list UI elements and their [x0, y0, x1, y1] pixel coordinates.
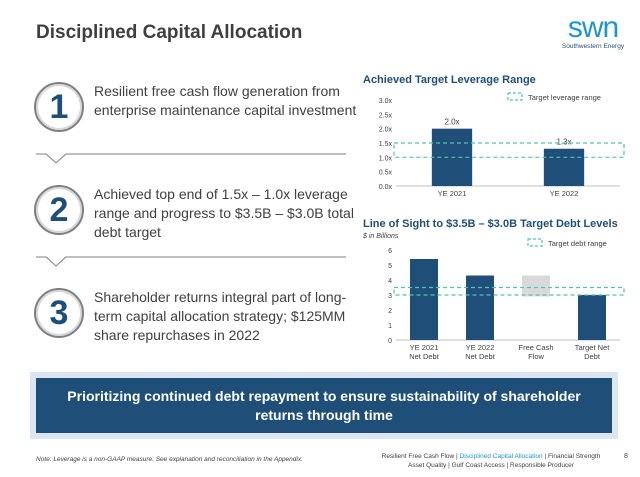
leverage-chart: 0.0x 0.5x 1.0x 1.5x 2.0x 2.5x 3.0x 2.0x YE 2021 1… [379, 92, 625, 198]
x-tick-label: Flow [528, 352, 544, 361]
y-tick-label: 1.0x [379, 155, 393, 162]
page-title: Disciplined Capital Allocation [36, 22, 303, 43]
x-tick-label: Net Debt [465, 352, 496, 361]
y-tick-label: 3 [388, 293, 392, 300]
divider-2 [36, 256, 346, 267]
y-tick-label: 2.5x [379, 112, 393, 119]
y-tick-label: 1 [388, 323, 392, 330]
bar [466, 275, 494, 340]
y-tick-label: 2.0x [379, 127, 393, 134]
footer-link-fcf[interactable]: Resilient Free Cash Flow | [381, 453, 460, 460]
debt-chart-subtitle: $ in Billions [363, 233, 399, 240]
bar [578, 295, 606, 340]
bar [522, 275, 550, 297]
point-3: 3 Shareholder returns integral part of l… [34, 288, 354, 358]
number-badge-1: 1 [34, 82, 84, 132]
logo-wordmark: swn [567, 11, 619, 44]
bar [410, 259, 438, 340]
y-tick-label: 5 [388, 263, 392, 270]
y-tick-label: 0.0x [379, 184, 393, 191]
y-tick-label: 0.5x [379, 170, 393, 177]
x-tick-label: Target Net [575, 343, 611, 352]
x-tick-label: YE 2022 [550, 189, 579, 198]
leverage-chart-title: Achieved Target Leverage Range [363, 74, 536, 86]
footer-nav: Resilient Free Cash Flow | Disciplined C… [360, 452, 622, 470]
number-badge-2: 2 [34, 185, 84, 235]
footer-line-2[interactable]: Asset Quality | Gulf Coast Access | Resp… [408, 462, 574, 469]
legend-swatch [527, 238, 543, 247]
y-tick-label: 1.5x [379, 141, 393, 148]
x-tick-label: Net Debt [409, 352, 440, 361]
footer-link-financial[interactable]: | Financial Strength [542, 453, 601, 460]
point-1: 1 Resilient free cash flow generation fr… [34, 82, 356, 152]
x-tick-label: Debt [584, 352, 601, 361]
y-tick-label: 3.0x [379, 98, 393, 105]
legend-label: Target leverage range [528, 93, 601, 102]
y-tick-label: 0 [388, 338, 392, 345]
footnote: Note: Leverage is a non-GAAP measure. Se… [36, 456, 303, 463]
x-tick-label: YE 2021 [410, 343, 439, 352]
target-range-band [393, 286, 625, 296]
legend-swatch [507, 92, 523, 101]
page-number: 8 [624, 453, 628, 460]
x-tick-label: YE 2022 [466, 343, 495, 352]
x-tick-label: YE 2021 [438, 189, 467, 198]
data-label: 2.0x [444, 118, 459, 127]
target-range-band [393, 142, 625, 158]
company-logo: swn Southwestern Energy [556, 11, 630, 51]
divider-1 [36, 153, 346, 164]
bar [543, 148, 585, 186]
y-tick-label: 4 [388, 278, 392, 285]
footer-line-1: Resilient Free Cash Flow | Disciplined C… [360, 452, 622, 461]
y-tick-label: 6 [388, 248, 392, 255]
point-2: 2 Achieved top end of 1.5x – 1.0x levera… [34, 185, 354, 255]
debt-chart-title: Line of Sight to $3.5B – $3.0B Target De… [363, 218, 618, 230]
legend-label: Target debt range [548, 239, 607, 248]
data-label: 1.3x [556, 138, 571, 147]
x-tick-label: Free Cash [518, 343, 553, 352]
point-2-text: Achieved top end of 1.5x – 1.0x leverage… [94, 186, 354, 240]
key-message-banner: Prioritizing continued debt repayment to… [36, 378, 612, 433]
point-1-text: Resilient free cash flow generation from… [94, 83, 357, 118]
number-badge-3: 3 [34, 288, 84, 338]
footer-link-active[interactable]: Disciplined Capital Allocation [459, 453, 543, 460]
point-3-text: Shareholder returns integral part of lon… [94, 289, 347, 343]
logo-subtitle: Southwestern Energy [561, 43, 625, 50]
y-tick-label: 2 [388, 308, 392, 315]
